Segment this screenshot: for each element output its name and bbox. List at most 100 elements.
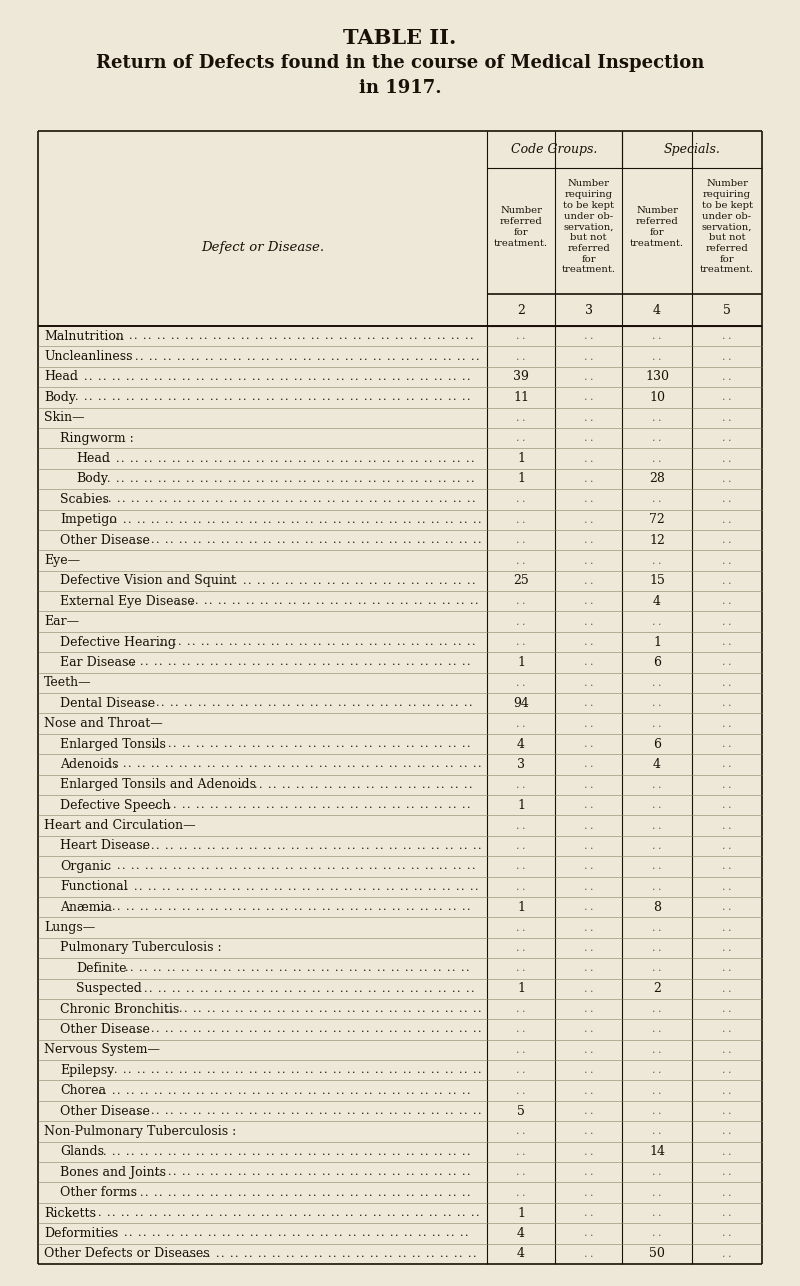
Text: .: . bbox=[294, 1085, 297, 1096]
Text: .: . bbox=[285, 475, 288, 484]
Text: .: . bbox=[318, 1025, 322, 1034]
Text: .: . bbox=[251, 739, 255, 748]
Text: .: . bbox=[85, 392, 88, 403]
Text: .: . bbox=[275, 984, 279, 994]
Text: .: . bbox=[374, 637, 378, 647]
Text: .: . bbox=[257, 800, 260, 810]
Text: .: . bbox=[117, 494, 121, 504]
Text: .: . bbox=[162, 882, 166, 891]
Text: .: . bbox=[382, 800, 386, 810]
Text: .: . bbox=[369, 800, 372, 810]
Text: .: . bbox=[433, 882, 437, 891]
Text: .: . bbox=[438, 1188, 442, 1197]
Text: .: . bbox=[445, 1004, 448, 1015]
Text: .: . bbox=[442, 779, 445, 790]
Text: .: . bbox=[652, 1208, 656, 1218]
Text: .: . bbox=[388, 494, 392, 504]
Text: .: . bbox=[462, 739, 465, 748]
Text: .: . bbox=[389, 1106, 392, 1116]
Text: .: . bbox=[338, 514, 342, 525]
Text: .: . bbox=[516, 922, 520, 932]
Text: .: . bbox=[170, 1025, 174, 1034]
Text: .: . bbox=[112, 1208, 115, 1218]
Text: .: . bbox=[90, 372, 93, 382]
Text: .: . bbox=[186, 800, 190, 810]
Text: .: . bbox=[276, 494, 280, 504]
Text: .: . bbox=[364, 351, 367, 361]
Text: .: . bbox=[229, 1085, 232, 1096]
Text: .: . bbox=[368, 454, 372, 463]
Text: .: . bbox=[358, 351, 362, 361]
Text: .: . bbox=[144, 963, 147, 974]
Text: .: . bbox=[274, 779, 277, 790]
Text: .: . bbox=[728, 617, 732, 626]
Text: .: . bbox=[381, 332, 385, 341]
Text: .: . bbox=[216, 1249, 219, 1259]
Text: .: . bbox=[315, 698, 319, 709]
Text: .: . bbox=[131, 372, 135, 382]
Text: .: . bbox=[258, 392, 261, 403]
Text: .: . bbox=[516, 1127, 520, 1137]
Text: .: . bbox=[221, 1025, 224, 1034]
Text: Other Defects or Diseases: Other Defects or Diseases bbox=[44, 1247, 210, 1260]
Text: .: . bbox=[198, 1025, 202, 1034]
Text: .: . bbox=[380, 1106, 383, 1116]
Text: .: . bbox=[136, 494, 140, 504]
Text: .: . bbox=[150, 454, 153, 463]
Text: .: . bbox=[728, 392, 732, 403]
Text: .: . bbox=[210, 903, 213, 912]
Text: Ricketts: Ricketts bbox=[44, 1206, 96, 1219]
Text: .: . bbox=[584, 903, 587, 912]
Text: .: . bbox=[448, 739, 451, 748]
Text: .: . bbox=[248, 862, 252, 872]
Text: .: . bbox=[408, 514, 411, 525]
Text: .: . bbox=[277, 760, 280, 769]
Text: .: . bbox=[246, 351, 250, 361]
Text: .: . bbox=[470, 1208, 474, 1218]
Text: 4: 4 bbox=[517, 1247, 525, 1260]
Text: Dental Disease: Dental Disease bbox=[60, 697, 155, 710]
Text: .: . bbox=[213, 1228, 216, 1238]
Text: .: . bbox=[373, 1208, 376, 1218]
Text: .: . bbox=[145, 475, 148, 484]
Text: .: . bbox=[374, 454, 377, 463]
Text: 2: 2 bbox=[653, 983, 661, 995]
Text: .: . bbox=[111, 903, 115, 912]
Text: .: . bbox=[290, 475, 293, 484]
Text: .: . bbox=[117, 475, 120, 484]
Text: .: . bbox=[214, 984, 218, 994]
Text: .: . bbox=[448, 1208, 451, 1218]
Text: .: . bbox=[316, 332, 320, 341]
Text: .: . bbox=[590, 535, 594, 545]
Text: .: . bbox=[238, 1208, 242, 1218]
Text: .: . bbox=[462, 1147, 465, 1157]
Text: .: . bbox=[350, 1147, 353, 1157]
Text: .: . bbox=[434, 903, 437, 912]
Text: .: . bbox=[339, 332, 342, 341]
Text: .: . bbox=[421, 372, 424, 382]
Text: .: . bbox=[158, 1168, 162, 1177]
Text: Defective Hearing: Defective Hearing bbox=[60, 635, 176, 648]
Text: .: . bbox=[206, 494, 210, 504]
Text: .: . bbox=[141, 392, 144, 403]
Text: .: . bbox=[430, 475, 433, 484]
Text: .: . bbox=[330, 698, 333, 709]
Text: .: . bbox=[168, 800, 171, 810]
Text: .: . bbox=[193, 1106, 196, 1116]
Text: .: . bbox=[590, 372, 594, 382]
Text: Adenoids: Adenoids bbox=[60, 757, 118, 770]
Text: .: . bbox=[182, 800, 185, 810]
Text: .: . bbox=[392, 1147, 395, 1157]
Text: .: . bbox=[238, 1085, 241, 1096]
Text: .: . bbox=[468, 1249, 471, 1259]
Text: .: . bbox=[170, 1106, 174, 1116]
Text: .: . bbox=[195, 800, 199, 810]
Text: .: . bbox=[184, 514, 187, 525]
Text: .: . bbox=[154, 351, 158, 361]
Text: .: . bbox=[235, 1025, 238, 1034]
Text: .: . bbox=[182, 351, 186, 361]
Text: .: . bbox=[652, 454, 656, 463]
Text: .: . bbox=[193, 841, 196, 851]
Text: .: . bbox=[283, 332, 286, 341]
Text: .: . bbox=[224, 657, 227, 667]
